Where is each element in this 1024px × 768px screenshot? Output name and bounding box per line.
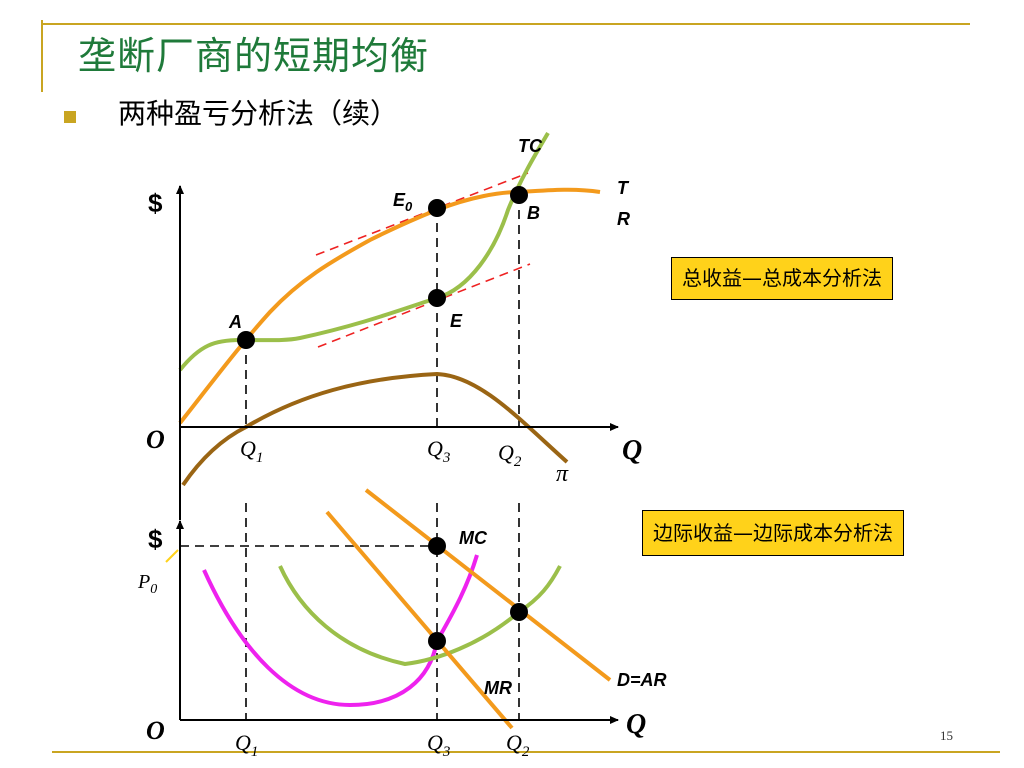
curve-mc [202,554,479,708]
top-panel: $ O Q TC T R π A B E E0 Q1 Q3 Q2 [146,131,642,520]
callout-total-analysis: 总收益—总成本分析法 [671,257,893,300]
bottom-panel: $ O Q P0 MC MR D=AR Q1 Q3 Q2 [137,488,667,760]
tick-label-q1-bottom: Q1 [235,730,258,760]
curve-ac [278,565,562,667]
price-pointer [165,549,179,563]
point-a [237,331,255,349]
label-tc: TC [518,136,543,156]
point-mc-mr [428,632,446,650]
label-demand: D=AR [617,670,667,690]
label-mc: MC [459,528,488,548]
curve-demand [364,488,612,682]
curve-tr [178,187,601,425]
x-axis-label-bottom: Q [626,709,646,740]
origin-label-top: O [146,425,165,454]
point-b [510,186,528,204]
y-axis-label-bottom: $ [148,524,163,554]
bullet-square-icon [64,111,76,123]
label-point-e0: E0 [393,190,413,214]
tick-label-q2-bottom: Q2 [506,730,530,760]
bullet-text: 两种盈亏分析法（续） [118,97,399,130]
y-axis-label-top: $ [148,188,163,218]
tick-label-q3-bottom: Q3 [427,730,450,760]
label-mr: MR [484,678,512,698]
point-ac-demand [510,603,528,621]
curve-profit [181,371,569,487]
tangent-line-tc [317,263,531,348]
label-tr-line2: R [617,209,630,229]
label-profit: π [556,461,569,487]
slide-title: 垄断厂商的短期均衡 [78,34,430,78]
label-point-e: E [450,311,463,331]
tick-label-q2-top: Q2 [498,440,522,470]
origin-label-bottom: O [146,716,165,745]
point-e0 [428,199,446,217]
point-mc-demand [428,537,446,555]
label-tr-line1: T [617,178,630,198]
callout-marginal-analysis: 边际收益—边际成本分析法 [642,510,904,556]
page-number: 15 [940,728,953,743]
x-axis-label-top: Q [622,435,642,466]
price-label: P0 [137,571,157,597]
point-e [428,289,446,307]
tick-label-q3-top: Q3 [427,436,450,466]
label-point-b: B [527,203,540,223]
label-point-a: A [228,312,242,332]
tick-label-q1-top: Q1 [240,436,263,466]
curve-mr [325,510,514,730]
curve-tc [178,131,550,372]
